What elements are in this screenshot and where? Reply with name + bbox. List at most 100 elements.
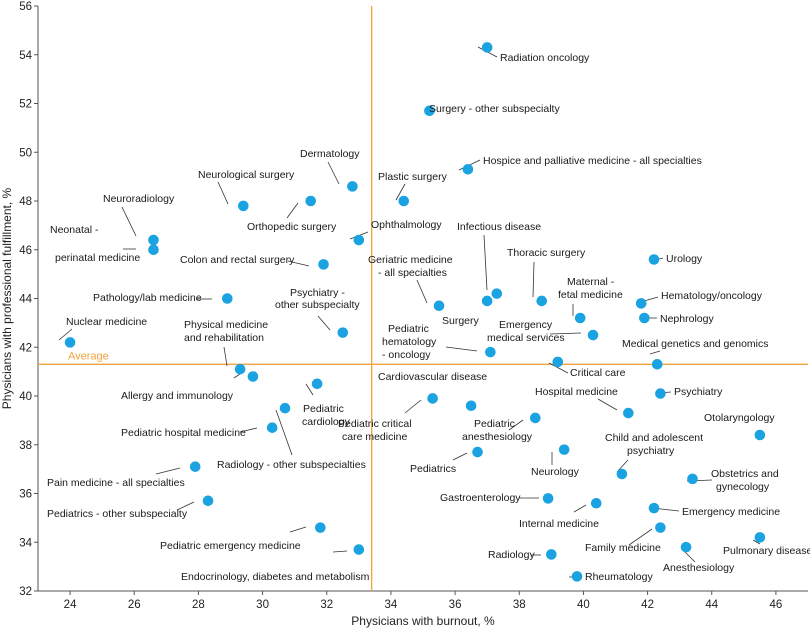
- point-label: Colon and rectal surgery: [180, 254, 295, 266]
- x-tick-label: 28: [192, 599, 205, 611]
- leader-line: [332, 550, 348, 553]
- leader-line: [121, 206, 137, 237]
- leader-lines: [58, 46, 761, 578]
- point-label: Pediatric anesthesiology: [462, 418, 533, 443]
- point-label: Family medicine: [585, 542, 661, 554]
- data-point: [64, 337, 76, 348]
- data-point: [552, 356, 564, 368]
- data-point: [305, 195, 317, 207]
- leader-line: [58, 328, 73, 341]
- data-point: [485, 346, 496, 358]
- point-label: Obstetrics and gynecology: [711, 468, 779, 493]
- data-point: [279, 402, 291, 414]
- average-lines: [38, 6, 808, 591]
- point-label: Endocrinology, diabetes and metabolism: [181, 571, 370, 583]
- data-point: [266, 422, 278, 433]
- data-point: [462, 164, 474, 175]
- point-label: Radiology - other subspecialties: [217, 459, 366, 471]
- data-point: [655, 522, 666, 533]
- point-label: Pediatric emergency medicine: [160, 540, 301, 552]
- y-tick-label: 40: [19, 391, 32, 403]
- y-tick-label: 36: [19, 489, 32, 501]
- y-axis-title: Physicians with professional fulfillment…: [0, 187, 14, 409]
- y-tick-label: 38: [19, 440, 32, 452]
- point-label: Surgery - other subspecialty: [429, 103, 560, 115]
- data-point: [536, 295, 548, 307]
- data-point: [311, 378, 323, 390]
- point-label: Neuroradiology: [103, 193, 175, 205]
- leader-line: [548, 362, 569, 374]
- data-point: [433, 300, 445, 312]
- point-label: Plastic surgery: [378, 171, 448, 183]
- data-point: [189, 461, 201, 472]
- point-label: Geriatric medicine - all specialties: [368, 254, 453, 279]
- x-tick-label: 38: [513, 599, 526, 611]
- x-tick-label: 24: [64, 599, 77, 611]
- leader-line: [752, 539, 761, 545]
- point-label: Thoracic surgery: [507, 247, 586, 259]
- x-tick-label: 26: [128, 599, 141, 611]
- data-point: [481, 42, 493, 53]
- point-label: Allergy and immunology: [121, 390, 234, 402]
- data-point: [655, 388, 666, 399]
- leader-line: [549, 332, 582, 335]
- x-tick-label: 44: [705, 599, 718, 611]
- y-tick-label: 56: [19, 1, 32, 13]
- point-label: Pulmonary disease: [723, 545, 810, 557]
- point-label: Orthopedic surgery: [247, 221, 337, 233]
- leader-line: [404, 399, 422, 414]
- leader-line: [317, 315, 331, 331]
- leader-line: [597, 398, 618, 411]
- data-point: [238, 200, 249, 212]
- average-label: Average: [68, 350, 109, 362]
- leader-line: [445, 346, 478, 352]
- data-point: [353, 234, 365, 246]
- y-tick-label: 48: [19, 196, 32, 208]
- point-label: Neurology: [531, 466, 580, 478]
- data-point: [587, 329, 599, 341]
- leader-line: [155, 467, 181, 475]
- x-tick-label: 36: [449, 599, 462, 611]
- data-point: [315, 522, 326, 533]
- data-point: [687, 473, 698, 485]
- data-point: [616, 468, 628, 480]
- x-tick-label: 40: [577, 599, 590, 611]
- data-point: [472, 446, 483, 458]
- point-label: Pathology/lab medicine: [93, 292, 202, 304]
- data-point: [247, 371, 259, 382]
- point-label: Neurological surgery: [198, 169, 295, 181]
- y-tick-label: 32: [19, 586, 32, 598]
- data-point: [353, 544, 365, 555]
- data-point: [651, 359, 663, 370]
- x-tick-label: 42: [641, 599, 654, 611]
- leader-line: [239, 427, 258, 433]
- point-label: Pediatric cardiology: [302, 403, 351, 428]
- point-label: Pediatric hospital medicine: [121, 427, 246, 439]
- leader-line: [532, 261, 535, 298]
- point-label: Dermatology: [300, 148, 360, 160]
- axes: 24 26 28 30 32 34 36 38 40 42 44 46 32 34 36 38 40 42 44 46…: [19, 1, 808, 611]
- point-label: Infectious disease: [457, 221, 541, 233]
- data-point: [623, 407, 634, 419]
- data-point: [481, 295, 493, 307]
- leader-line: [275, 409, 293, 456]
- x-tick-label: 30: [256, 599, 269, 611]
- point-label: Nuclear medicine: [66, 316, 147, 328]
- x-tick-label: 34: [385, 599, 398, 611]
- leader-line: [483, 234, 488, 291]
- leader-line: [327, 161, 340, 185]
- point-label: Urology: [666, 253, 703, 265]
- data-point: [398, 195, 410, 207]
- data-point: [680, 541, 692, 553]
- leader-line: [649, 350, 661, 355]
- leader-line: [286, 202, 299, 219]
- x-tick-label: 32: [320, 599, 333, 611]
- data-point: [221, 293, 233, 304]
- data-point: [590, 497, 602, 509]
- data-point: [318, 259, 329, 270]
- point-label: Ophthalmology: [371, 219, 442, 231]
- point-label: Nephrology: [660, 313, 714, 325]
- data-point: [337, 327, 349, 338]
- point-label: Anesthesiology: [663, 562, 735, 574]
- leader-line: [287, 260, 310, 267]
